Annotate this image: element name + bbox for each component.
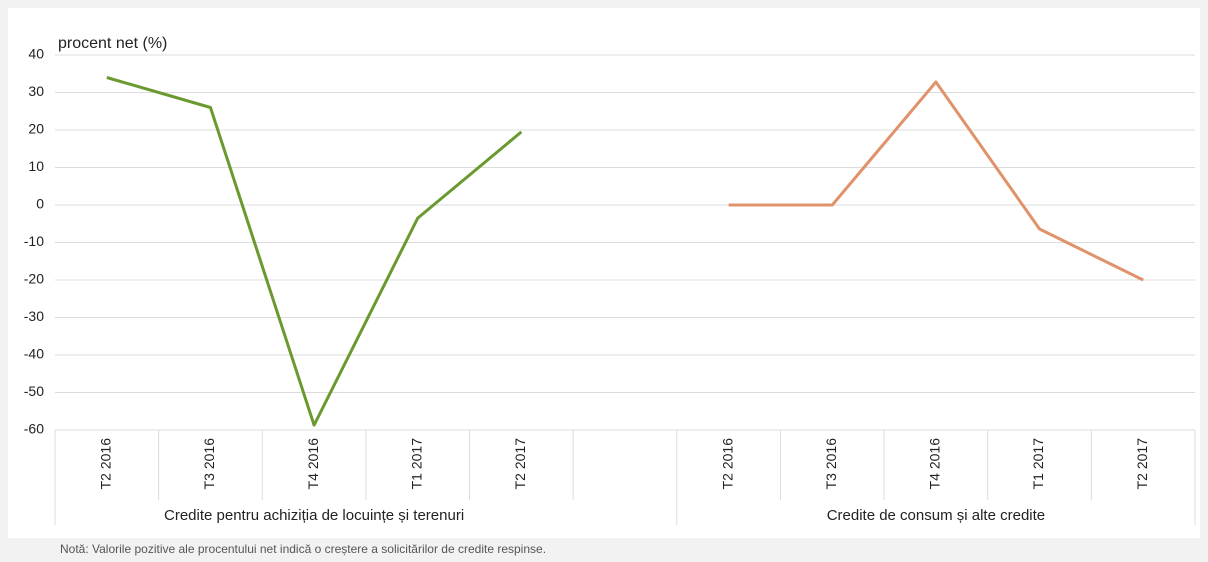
y-tick-label: -40 — [24, 346, 44, 362]
x-tick-label: T2 2017 — [1134, 438, 1150, 490]
x-tick-label: T1 2017 — [408, 438, 424, 490]
group-label: Credite pentru achiziția de locuințe și … — [164, 507, 464, 524]
x-tick-label: T1 2017 — [1030, 438, 1046, 490]
y-tick-label: 20 — [28, 121, 44, 137]
y-tick-label: 10 — [28, 158, 44, 174]
line — [728, 80, 1144, 282]
y-tick-label: 30 — [28, 83, 44, 99]
y-tick-label: 0 — [36, 196, 44, 212]
x-tick-label: T4 2016 — [927, 438, 943, 490]
x-tick-label: T3 2016 — [823, 438, 839, 490]
line — [106, 76, 523, 427]
y-axis-label: procent net (%) — [58, 35, 167, 52]
y-tick-label: -10 — [24, 233, 44, 249]
y-tick-label: -20 — [24, 271, 44, 287]
x-tick-label: T2 2016 — [719, 438, 735, 490]
x-tick-label: T3 2016 — [201, 438, 217, 490]
group-label: Credite de consum și alte credite — [827, 507, 1045, 524]
x-tick-label: T4 2016 — [305, 438, 321, 490]
y-tick-label: 40 — [28, 46, 44, 62]
x-tick-label: T2 2016 — [98, 438, 114, 490]
chart-area — [8, 8, 1200, 538]
y-tick-label: -30 — [24, 308, 44, 324]
note: Notă: Valorile pozitive ale procentului … — [60, 542, 546, 556]
y-tick-label: -50 — [24, 383, 44, 399]
y-tick-label: -60 — [24, 421, 44, 437]
x-tick-label: T2 2017 — [512, 438, 528, 490]
